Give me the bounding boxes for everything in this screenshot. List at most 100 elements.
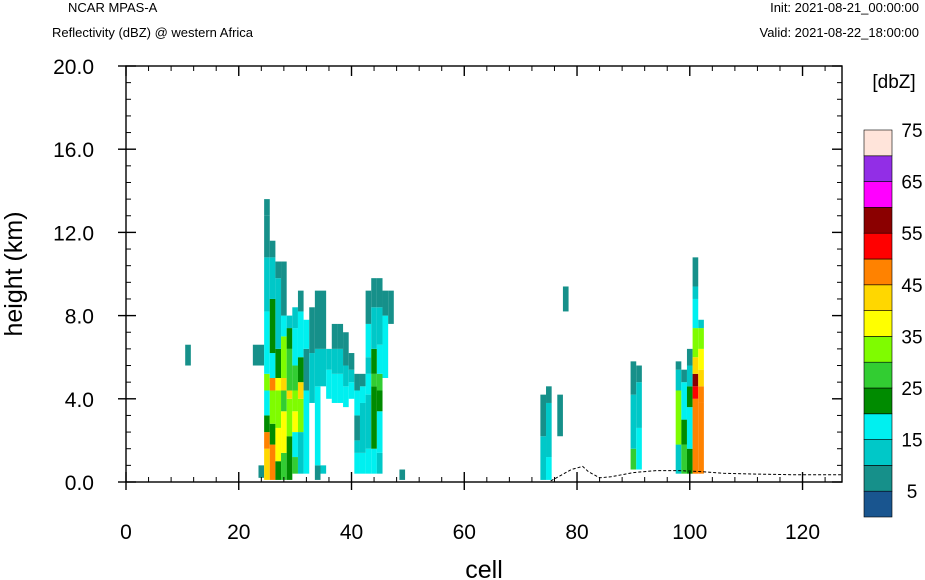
y-axis-label: height (km) — [0, 211, 28, 336]
reflectivity-cell — [354, 415, 360, 441]
reflectivity-cell — [343, 332, 349, 366]
reflectivity-cell — [292, 328, 298, 366]
reflectivity-cell — [314, 465, 321, 480]
reflectivity-cell — [275, 390, 282, 428]
reflectivity-cell — [359, 402, 366, 453]
reflectivity-cell — [264, 199, 270, 216]
reflectivity-cell — [337, 323, 344, 349]
reflectivity-cell — [371, 307, 377, 349]
colorbar-swatch — [863, 181, 893, 208]
reflectivity-cell — [675, 444, 682, 474]
colorbar-swatch — [863, 336, 893, 363]
reflectivity-cell — [388, 290, 394, 324]
reflectivity-cell — [636, 365, 642, 383]
reflectivity-cell — [286, 315, 293, 329]
colorbar-swatch — [863, 439, 893, 466]
reflectivity-cell — [698, 348, 704, 370]
reflectivity-cell — [185, 344, 191, 366]
reflectivity-cell — [365, 448, 372, 474]
reflectivity-cell — [269, 298, 276, 354]
reflectivity-cell — [692, 286, 699, 299]
reflectivity-cell — [692, 386, 699, 399]
y-tick-label: 0.0 — [65, 472, 94, 495]
reflectivity-cell — [264, 257, 270, 312]
reflectivity-cell — [630, 448, 637, 470]
reflectivity-cell — [692, 257, 699, 287]
reflectivity-cell — [698, 402, 704, 474]
colorbar-swatch — [863, 413, 893, 440]
model-label: NCAR MPAS-A — [68, 0, 158, 15]
reflectivity-cell — [359, 452, 366, 474]
reflectivity-cell — [264, 373, 270, 391]
reflectivity-cell — [264, 415, 270, 433]
reflectivity-cell — [281, 390, 287, 412]
y-tick-label: 4.0 — [65, 389, 94, 412]
reflectivity-cell — [681, 444, 687, 474]
reflectivity-cell — [365, 373, 372, 395]
reflectivity-cell — [359, 386, 366, 403]
reflectivity-cell — [286, 348, 293, 391]
reflectivity-cell — [376, 411, 383, 453]
init-time-label: Init: 2021-08-21_00:00:00 — [770, 0, 919, 15]
reflectivity-cell — [546, 386, 552, 403]
reflectivity-cell — [681, 382, 687, 420]
reflectivity-cell — [354, 440, 360, 453]
colorbar-tick-label: 75 — [901, 121, 922, 142]
reflectivity-cell — [292, 432, 298, 458]
reflectivity-cell — [686, 365, 693, 387]
reflectivity-cell — [371, 448, 377, 474]
reflectivity-cell — [275, 378, 282, 391]
reflectivity-cell — [281, 378, 287, 391]
reflectivity-cell — [286, 398, 293, 437]
reflectivity-cell — [264, 311, 270, 374]
reflectivity-cell — [297, 398, 304, 433]
valid-time-label: Valid: 2021-08-22_18:00:00 — [759, 25, 920, 40]
colorbar-swatch — [863, 310, 893, 337]
reflectivity-cell — [681, 419, 687, 445]
colorbar-tick-label: 5 — [907, 482, 918, 503]
reflectivity-cell — [371, 348, 377, 374]
colorbar-swatch — [863, 490, 893, 518]
colorbar-swatch — [863, 207, 893, 234]
reflectivity-cell — [630, 394, 637, 449]
x-tick-label: 80 — [565, 521, 588, 544]
reflectivity-cell — [314, 348, 321, 387]
reflectivity-cell — [309, 353, 315, 403]
reflectivity-cell — [281, 452, 287, 480]
colorbar-swatch — [863, 465, 893, 492]
reflectivity-cell — [376, 344, 383, 374]
y-tick-label: 8.0 — [65, 306, 94, 329]
reflectivity-cell — [365, 290, 372, 324]
reflectivity-cell — [292, 390, 298, 412]
colorbar-swatch — [863, 258, 893, 286]
reflectivity-cell — [376, 307, 383, 345]
reflectivity-cell — [636, 427, 642, 470]
colorbar-tick-label: 65 — [901, 173, 922, 194]
reflectivity-cell — [264, 448, 270, 480]
reflectivity-cell — [269, 444, 276, 480]
reflectivity-cell — [331, 348, 338, 374]
reflectivity-cell — [376, 452, 383, 474]
colorbar-tick-label: 25 — [901, 379, 922, 400]
reflectivity-cell — [258, 344, 265, 366]
reflectivity-cell — [348, 369, 355, 383]
reflectivity-cell — [292, 411, 298, 433]
reflectivity-cell — [698, 319, 704, 329]
reflectivity-cell — [326, 369, 332, 399]
reflectivity-cell — [269, 257, 276, 299]
reflectivity-cell — [675, 369, 682, 391]
reflectivity-cell — [292, 307, 298, 329]
reflectivity-cell — [297, 357, 304, 383]
reflectivity-cell — [354, 373, 360, 391]
reflectivity-cell — [636, 382, 642, 428]
reflectivity-cell — [382, 290, 389, 316]
reflectivity-cell — [286, 328, 293, 349]
colorbar: 5 15 25 35 45 55 65 75 — [863, 121, 923, 518]
colorbar-swatch — [863, 155, 893, 182]
reflectivity-cell — [675, 361, 682, 370]
colorbar-tick-label: 55 — [901, 224, 922, 245]
reflectivity-cell — [264, 390, 270, 416]
colorbar-swatch — [863, 387, 893, 415]
x-tick-label: 40 — [340, 521, 363, 544]
